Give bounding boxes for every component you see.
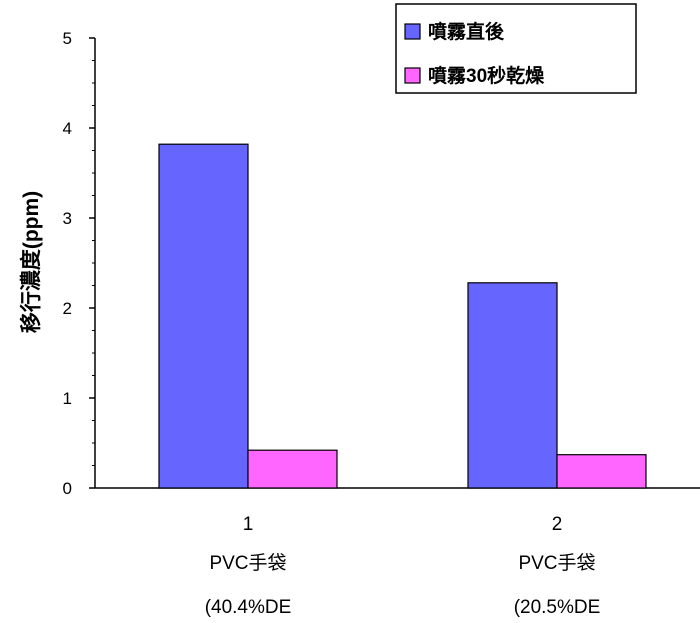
- bars: [158, 143, 647, 489]
- y-tick-label: 1: [63, 389, 72, 408]
- bar: [556, 454, 647, 489]
- y-axis-label-group: 移行濃度(ppm): [19, 191, 43, 333]
- legend-swatch: [404, 67, 421, 84]
- y-tick-label: 3: [63, 209, 72, 228]
- y-tick-label: 5: [63, 29, 72, 48]
- y-tick-label: 0: [63, 479, 72, 498]
- legend-label: 噴霧直後: [428, 20, 505, 43]
- category-label: PVC手袋: [209, 552, 286, 574]
- category-label: (20.5%DE: [514, 597, 601, 618]
- category-label: PVC手袋: [518, 552, 595, 574]
- x-tick-label: 1: [243, 514, 254, 535]
- bar: [158, 143, 249, 489]
- x-tick-label: 2: [552, 514, 563, 535]
- category-label: (40.4%DE: [205, 597, 292, 618]
- legend-box: [395, 3, 637, 94]
- y-axis-label: 移行濃度(ppm): [19, 191, 43, 333]
- legend-label: 噴霧30秒乾燥: [428, 64, 545, 87]
- legend-swatch: [404, 23, 421, 40]
- y-tick-label: 2: [63, 299, 72, 318]
- category-labels: 1 PVC手袋 (40.4%DE 2 PVC手袋 (20.5%DE: [205, 514, 601, 618]
- bar: [467, 282, 558, 489]
- y-tick-label: 4: [63, 119, 72, 138]
- y-ticks: 0 1 2 3 4 5: [63, 29, 95, 498]
- bar: [247, 449, 338, 489]
